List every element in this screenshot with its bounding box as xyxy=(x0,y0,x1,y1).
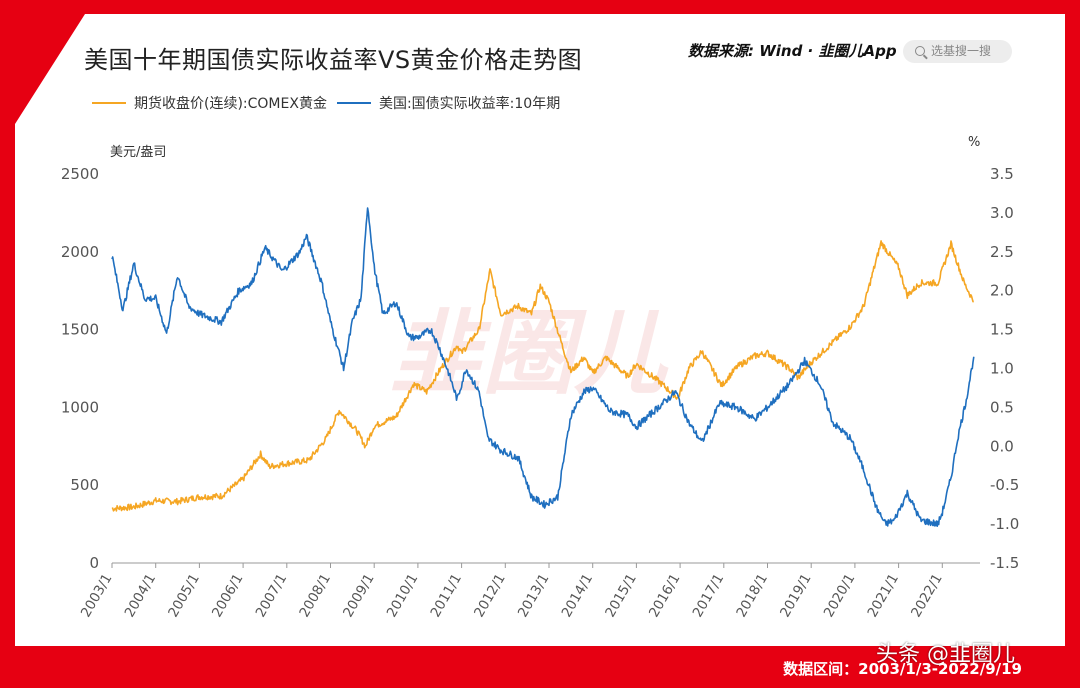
credit-watermark: 头条 @韭圈儿 xyxy=(876,642,1015,667)
x-tick-label: 2005/1 xyxy=(165,571,203,620)
legend-item-gold: 期货收盘价(连续):COMEX黄金 xyxy=(92,93,327,113)
right-tick-label: 2.0 xyxy=(990,282,1014,300)
x-tick-label: 2006/1 xyxy=(209,571,247,620)
left-tick-label: 1000 xyxy=(61,398,99,416)
left-tick-label: 2000 xyxy=(61,243,99,261)
chart-title: 美国十年期国债实际收益率VS黄金价格走势图 xyxy=(84,46,583,74)
x-tick-label: 2021/1 xyxy=(864,571,902,620)
x-tick-label: 2020/1 xyxy=(821,571,859,620)
search-input[interactable]: 选基搜一搜 xyxy=(903,40,1012,63)
x-tick-label: 2007/1 xyxy=(253,571,291,620)
legend-swatch-gold xyxy=(92,102,126,104)
left-tick-label: 0 xyxy=(89,554,99,572)
x-tick-label: 2018/1 xyxy=(733,571,771,620)
x-tick-label: 2017/1 xyxy=(690,571,728,620)
x-tick-label: 2004/1 xyxy=(122,571,160,620)
left-tick-label: 1500 xyxy=(61,321,99,339)
data-source: 数据来源: Wind · 韭圈儿App xyxy=(688,42,897,60)
x-tick-label: 2013/1 xyxy=(515,571,553,620)
legend-label-gold: 期货收盘价(连续):COMEX黄金 xyxy=(134,96,327,112)
right-tick-label: -1.5 xyxy=(990,554,1019,572)
right-tick-label: 1.5 xyxy=(990,321,1014,339)
x-tick-label: 2010/1 xyxy=(384,571,422,620)
series-line-yield xyxy=(111,207,975,527)
corner-decoration xyxy=(15,14,85,124)
legend: 期货收盘价(连续):COMEX黄金 美国:国债实际收益率:10年期 xyxy=(92,93,570,113)
right-tick-label: 0.0 xyxy=(990,437,1014,455)
x-tick-label: 2008/1 xyxy=(296,571,334,620)
left-tick-label: 500 xyxy=(70,476,99,494)
series-lines xyxy=(111,207,975,527)
legend-item-yield: 美国:国债实际收益率:10年期 xyxy=(336,93,561,113)
x-tick-label: 2011/1 xyxy=(427,571,465,620)
right-tick-label: 3.5 xyxy=(990,165,1014,183)
right-tick-label: 3.0 xyxy=(990,204,1014,222)
right-tick-label: 0.5 xyxy=(990,398,1014,416)
chart-card xyxy=(15,14,1065,646)
x-tick-label: 2016/1 xyxy=(646,571,684,620)
left-axis-unit: 美元/盎司 xyxy=(110,145,166,160)
legend-swatch-yield xyxy=(336,102,371,104)
x-tick-label: 2022/1 xyxy=(908,571,946,620)
right-tick-label: 1.0 xyxy=(990,360,1014,378)
x-tick-label: 2003/1 xyxy=(78,571,116,620)
left-tick-label: 2500 xyxy=(61,165,99,183)
search-placeholder: 选基搜一搜 xyxy=(931,44,992,58)
x-tick-label: 2015/1 xyxy=(602,571,640,620)
legend-label-yield: 美国:国债实际收益率:10年期 xyxy=(378,96,561,112)
date-range: 数据区间：2003/1/3-2022/9/19 xyxy=(783,660,1022,678)
series-line-gold xyxy=(111,240,974,512)
right-tick-label: 2.5 xyxy=(990,243,1014,261)
watermark: 韭圈儿 xyxy=(390,300,669,407)
x-tick-label: 2014/1 xyxy=(559,571,597,620)
x-tick-label: 2019/1 xyxy=(777,571,815,620)
right-axis-unit: % xyxy=(968,135,980,150)
x-tick-label: 2009/1 xyxy=(340,571,378,620)
x-tick-label: 2012/1 xyxy=(471,571,509,620)
right-tick-label: -0.5 xyxy=(990,476,1019,494)
right-tick-label: -1.0 xyxy=(990,515,1019,533)
search-icon xyxy=(915,46,925,56)
